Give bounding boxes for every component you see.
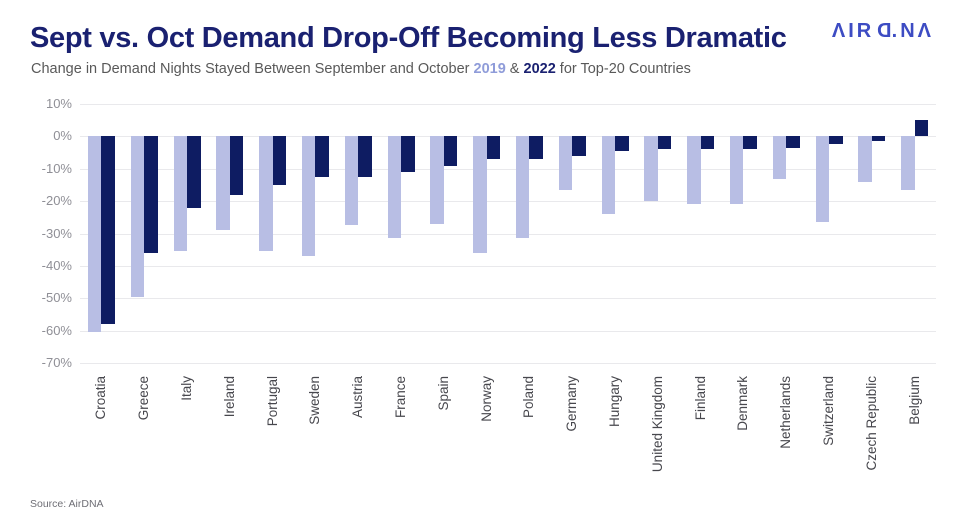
bar-2019-hungary [601,136,615,215]
airdna-logo-text-start: ΛIR [831,20,875,42]
bar-2019-denmark [729,136,744,205]
bar-2022-hungary [615,136,629,151]
x-axis-label-czech-republic: Czech Republic [863,376,879,471]
bar-2019-norway [473,136,487,254]
subtitle-ampersand: & [505,61,524,77]
source-note: Source: AirDNA [30,498,104,510]
bar-2019-portugal [259,136,273,252]
x-axis-label-portugal: Portugal [264,376,280,427]
bar-2022-croatia [101,136,115,325]
bar-2022-norway [486,136,501,160]
gridline--30 [80,233,936,235]
gridline-0 [80,136,936,138]
subtitle-prefix: Change in Demand Nights Stayed Between S… [31,61,474,77]
airdna-logo: ΛIRD.NΛ [832,20,934,43]
bar-2022-austria [358,136,372,177]
bar-2022-germany [572,136,586,156]
gridline--10 [80,168,936,170]
bar-2022-belgium [914,120,929,137]
x-axis-label-denmark: Denmark [735,376,751,431]
x-axis-label-poland: Poland [521,376,537,419]
bar-2019-france [387,136,401,239]
y-axis-tick--30: -30% [41,225,72,241]
bar-2022-finland [700,136,715,150]
y-axis-tick--40: -40% [41,258,72,273]
bar-2019-germany [558,136,573,190]
x-axis-label-germany: Germany [564,376,580,432]
chart-subtitle: Change in Demand Nights Stayed Between S… [31,61,691,77]
bar-2019-belgium [901,136,915,190]
bar-2019-ireland [216,136,230,231]
x-axis-label-italy: Italy [179,376,194,401]
bar-2019-finland [687,136,701,205]
bar-2019-switzerland [815,136,829,223]
bar-2022-france [401,136,415,173]
x-axis-label-ireland: Ireland [221,376,237,418]
bar-2022-sweden [315,136,329,177]
bar-2022-czech-republic [871,136,886,142]
bar-2019-austria [344,136,359,226]
airdna-logo-text-end: .NΛ [891,20,934,42]
page-title: Sept vs. Oct Demand Drop-Off Becoming Le… [30,22,787,54]
bar-2022-spain [443,136,458,166]
y-axis-tick-0: 0% [53,128,72,144]
x-axis-label-switzerland: Switzerland [821,376,836,446]
x-axis-label-france: France [393,376,408,419]
gridline--40 [80,266,936,267]
bar-2019-sweden [301,136,316,257]
bar-2019-netherlands [772,136,787,179]
bar-2022-united-kingdom [657,136,672,150]
bar-2022-denmark [743,136,757,150]
gridline--60 [80,330,936,332]
gridline-10 [80,104,936,105]
x-axis-label-croatia: Croatia [93,376,109,420]
gridline--50 [80,298,936,300]
subtitle-year-2022: 2022 [523,61,556,77]
y-axis-tick--50: -50% [41,290,72,306]
gridline--70 [80,363,936,365]
bar-2022-portugal [272,136,287,185]
x-axis-label-netherlands: Netherlands [778,376,794,449]
bar-2022-netherlands [786,136,800,148]
y-axis-tick--60: -60% [41,322,72,338]
x-axis-label-united-kingdom: United Kingdom [649,376,665,473]
x-axis-label-belgium: Belgium [906,376,922,425]
x-axis-label-hungary: Hungary [607,376,622,428]
y-axis-tick-10: 10% [45,96,72,111]
subtitle-year-2019: 2019 [473,61,506,77]
x-axis-label-spain: Spain [435,376,451,411]
x-axis-label-norway: Norway [478,376,494,422]
bar-2019-croatia [87,136,102,333]
x-axis-label-sweden: Sweden [307,376,323,425]
bar-2019-spain [430,136,444,224]
bar-2019-poland [515,136,530,239]
bar-2022-greece [144,136,158,254]
x-axis-label-greece: Greece [136,376,152,421]
subtitle-suffix: for Top-20 Countries [555,61,691,77]
bar-2019-italy [173,136,187,252]
bar-2019-united-kingdom [644,136,658,202]
bar-2022-italy [187,136,201,208]
y-axis-tick--70: -70% [41,355,72,371]
x-axis-label-austria: Austria [350,376,366,419]
y-axis-tick--20: -20% [41,193,72,209]
gridline--20 [80,201,936,203]
bar-2019-czech-republic [858,136,872,182]
y-axis-tick--10: -10% [41,160,72,176]
bar-2022-poland [529,136,543,160]
bar-2022-switzerland [829,136,843,145]
x-axis-label-finland: Finland [692,376,708,421]
bar-2019-greece [130,136,145,297]
bar-2022-ireland [229,136,244,195]
